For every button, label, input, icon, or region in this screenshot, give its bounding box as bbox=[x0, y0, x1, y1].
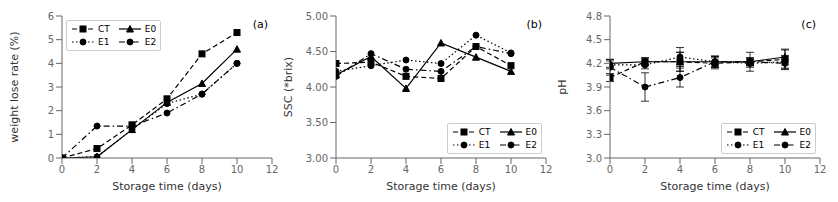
html-text:E0: E0 bbox=[799, 127, 811, 137]
html-text:(b): (b) bbox=[526, 18, 542, 31]
svg-text:3.6: 3.6 bbox=[586, 105, 602, 116]
svg-text:4: 4 bbox=[129, 164, 135, 175]
svg-text:4.5: 4.5 bbox=[586, 34, 602, 45]
html-text:E1: E1 bbox=[98, 37, 110, 47]
svg-text:6: 6 bbox=[438, 164, 444, 175]
svg-text:12: 12 bbox=[814, 164, 827, 175]
svg-text:6: 6 bbox=[48, 11, 54, 22]
svg-text:1: 1 bbox=[48, 129, 54, 140]
svg-text:pH: pH bbox=[556, 79, 569, 94]
html-text:E2: E2 bbox=[144, 37, 157, 47]
html-text:E1: E1 bbox=[752, 140, 765, 150]
html-text:(a): (a) bbox=[252, 18, 268, 31]
svg-text:2: 2 bbox=[368, 164, 374, 175]
svg-text:4.8: 4.8 bbox=[586, 11, 602, 22]
svg-text:Storage time (days): Storage time (days) bbox=[112, 180, 221, 193]
svg-text:5.00: 5.00 bbox=[306, 11, 328, 22]
svg-text:3.00: 3.00 bbox=[306, 153, 328, 164]
svg-text:0: 0 bbox=[48, 153, 54, 164]
svg-text:SSC (*brix): SSC (*brix) bbox=[282, 57, 295, 117]
html-text:E2: E2 bbox=[799, 140, 811, 150]
html-text:E0: E0 bbox=[144, 24, 157, 34]
svg-text:10: 10 bbox=[779, 164, 792, 175]
svg-text:4.50: 4.50 bbox=[306, 46, 328, 57]
html-text:CT: CT bbox=[478, 127, 491, 137]
svg-text:3: 3 bbox=[48, 82, 54, 93]
svg-text:8: 8 bbox=[199, 164, 205, 175]
svg-text:12: 12 bbox=[540, 164, 553, 175]
svg-text:3.0: 3.0 bbox=[586, 153, 602, 164]
svg-text:2: 2 bbox=[94, 164, 100, 175]
svg-text:6: 6 bbox=[712, 164, 718, 175]
svg-text:5: 5 bbox=[48, 34, 54, 45]
svg-text:6: 6 bbox=[164, 164, 170, 175]
svg-text:0: 0 bbox=[333, 164, 339, 175]
html-text:E1: E1 bbox=[478, 140, 491, 150]
html-text:E0: E0 bbox=[525, 127, 537, 137]
svg-text:Storage time (days): Storage time (days) bbox=[660, 180, 769, 193]
svg-text:0: 0 bbox=[607, 164, 613, 175]
svg-text:4.2: 4.2 bbox=[586, 58, 602, 69]
svg-text:2: 2 bbox=[48, 105, 54, 116]
svg-text:3.3: 3.3 bbox=[586, 129, 602, 140]
svg-text:4: 4 bbox=[403, 164, 409, 175]
svg-text:4: 4 bbox=[677, 164, 683, 175]
html-text:(c): (c) bbox=[801, 18, 816, 31]
svg-text:weight lose rate (%): weight lose rate (%) bbox=[8, 31, 21, 142]
svg-text:3.9: 3.9 bbox=[586, 82, 602, 93]
svg-text:0: 0 bbox=[59, 164, 65, 175]
svg-text:10: 10 bbox=[231, 164, 244, 175]
svg-text:10: 10 bbox=[505, 164, 518, 175]
html-text:CT: CT bbox=[752, 127, 765, 137]
svg-text:8: 8 bbox=[473, 164, 479, 175]
svg-text:Storage time (days): Storage time (days) bbox=[386, 180, 495, 193]
svg-text:3.50: 3.50 bbox=[306, 117, 328, 128]
svg-text:2: 2 bbox=[642, 164, 648, 175]
svg-text:8: 8 bbox=[747, 164, 753, 175]
html-text:CT: CT bbox=[98, 24, 110, 34]
svg-text:4.00: 4.00 bbox=[306, 82, 328, 93]
html-text:E2: E2 bbox=[525, 140, 537, 150]
svg-text:12: 12 bbox=[266, 164, 279, 175]
svg-text:4: 4 bbox=[48, 58, 54, 69]
